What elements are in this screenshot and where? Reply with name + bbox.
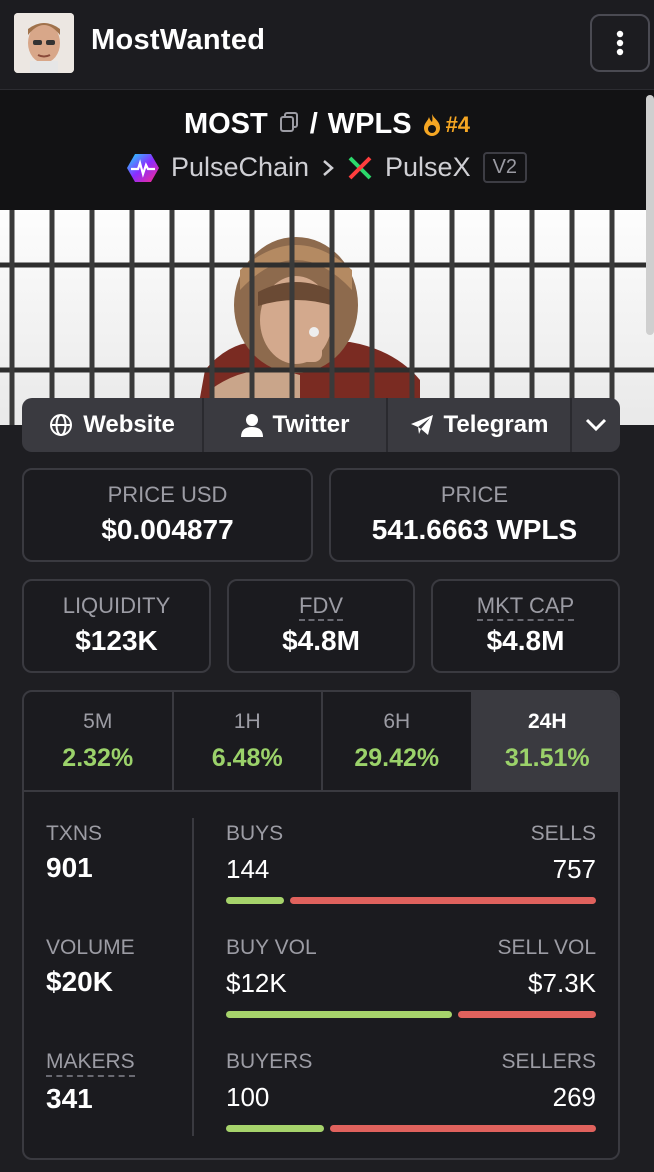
liquidity-value: $123K — [75, 625, 158, 656]
buyers-bar-segment — [226, 1125, 324, 1132]
app-title: MostWanted — [91, 24, 266, 56]
pair-title: MOST / WPLS #4 — [0, 108, 654, 141]
price-usd-value: $0.004877 — [101, 514, 234, 545]
flame-icon — [423, 113, 440, 136]
dex-version-badge: V2 — [482, 152, 528, 183]
sellers-bar-segment — [330, 1125, 596, 1132]
fdv-card[interactable]: FDV $4.8M — [227, 579, 415, 673]
more-links-button[interactable] — [572, 398, 620, 452]
stats-panel: 5M 2.32% 1H 6.48% 6H 29.42% 24H 31.51% T… — [22, 690, 620, 1160]
txns-label: TXNS — [46, 822, 103, 845]
sell-bar-segment — [290, 897, 596, 904]
more-menu-button[interactable] — [590, 14, 650, 72]
buy-volume-label: BUY VOL — [226, 936, 317, 959]
token-banner-image — [0, 210, 654, 425]
volume-split-row: BUY VOL SELL VOL $12K $7.3K — [226, 936, 596, 1018]
fdv-value: $4.8M — [282, 625, 360, 656]
tab-label: 6H — [383, 710, 411, 733]
tab-6h[interactable]: 6H 29.42% — [323, 692, 473, 790]
tab-change: 2.32% — [62, 744, 134, 772]
chain-name[interactable]: PulseChain — [170, 152, 310, 182]
telegram-link-button[interactable]: Telegram — [388, 398, 572, 452]
twitter-link-button[interactable]: Twitter — [204, 398, 388, 452]
column-divider — [192, 818, 194, 1136]
tab-label: 1H — [233, 710, 261, 733]
buy-volume-bar-segment — [226, 1011, 452, 1018]
buyers-sellers-row: BUYERS SELLERS 100 269 — [226, 1050, 596, 1132]
website-label: Website — [83, 411, 175, 438]
tab-change: 31.51% — [504, 744, 590, 772]
fdv-label[interactable]: FDV — [299, 593, 343, 621]
pair-header: MOST / WPLS #4 — [0, 90, 654, 210]
mktcap-label[interactable]: MKT CAP — [476, 593, 575, 621]
dex-name[interactable]: PulseX — [385, 152, 471, 182]
mktcap-value: $4.8M — [486, 625, 565, 656]
liquidity-label: LIQUIDITY — [62, 593, 171, 618]
avatar[interactable] — [14, 13, 74, 73]
pulsex-logo-icon — [348, 156, 372, 179]
twitter-label: Twitter — [272, 411, 350, 438]
sell-volume-label: SELL VOL — [497, 936, 596, 959]
telegram-label: Telegram — [443, 411, 549, 438]
website-link-button[interactable]: Website — [22, 398, 204, 452]
makers-label[interactable]: MAKERS — [46, 1050, 135, 1077]
trending-rank[interactable]: #4 — [422, 112, 470, 138]
buys-sells-row: BUYS SELLS 144 757 — [226, 822, 596, 904]
tab-1h[interactable]: 1H 6.48% — [174, 692, 323, 790]
jail-banner-illustration — [0, 210, 654, 425]
buy-volume-value: $12K — [226, 968, 287, 998]
copy-icon[interactable] — [278, 108, 300, 141]
volume-label: VOLUME — [46, 936, 135, 959]
txns-metric: TXNS 901 — [46, 822, 102, 884]
pair-separator: / — [309, 108, 318, 140]
buys-sells-bar — [226, 897, 596, 904]
buys-label: BUYS — [226, 822, 284, 845]
volume-split-bar — [226, 1011, 596, 1018]
buyers-label: BUYERS — [226, 1050, 313, 1073]
price-usd-card: PRICE USD $0.004877 — [22, 468, 313, 562]
tab-24h[interactable]: 24H 31.51% — [472, 692, 618, 790]
base-token: MOST — [183, 108, 268, 140]
globe-icon — [50, 414, 73, 436]
buys-value: 144 — [226, 854, 270, 884]
volume-metric: VOLUME $20K — [46, 936, 135, 998]
price-native-label: PRICE — [440, 482, 509, 507]
buy-bar-segment — [226, 897, 284, 904]
price-usd-label: PRICE USD — [107, 482, 228, 507]
chevron-down-icon — [585, 418, 607, 432]
liquidity-card: LIQUIDITY $123K — [22, 579, 211, 673]
chevron-right-icon — [323, 159, 334, 176]
buyers-value: 100 — [226, 1082, 270, 1112]
volume-value: $20K — [46, 966, 113, 997]
tab-change: 29.42% — [354, 744, 440, 772]
price-native-card: PRICE 541.6663 WPLS — [329, 468, 620, 562]
rank-label: #4 — [445, 111, 471, 137]
price-native-value: 541.6663 WPLS — [371, 514, 578, 545]
makers-metric: MAKERS 341 — [46, 1050, 135, 1115]
page-scrollbar[interactable] — [646, 95, 654, 335]
sellers-label: SELLERS — [501, 1050, 596, 1073]
txns-value: 901 — [46, 852, 93, 883]
kebab-icon — [616, 30, 624, 56]
top-bar: MostWanted — [0, 0, 654, 90]
sells-value: 757 — [552, 854, 596, 884]
tab-label: 5M — [83, 710, 113, 733]
quote-token: WPLS — [327, 108, 412, 140]
timeframe-tabs: 5M 2.32% 1H 6.48% 6H 29.42% 24H 31.51% — [24, 692, 618, 792]
tab-label: 24H — [527, 710, 567, 733]
sell-volume-bar-segment — [458, 1011, 596, 1018]
user-icon — [240, 414, 263, 437]
sellers-value: 269 — [552, 1082, 596, 1112]
makers-value: 341 — [46, 1083, 93, 1114]
chain-breadcrumb: PulseChain PulseX V2 — [0, 152, 654, 183]
sell-volume-value: $7.3K — [528, 968, 596, 998]
telegram-icon — [410, 415, 433, 435]
mktcap-card[interactable]: MKT CAP $4.8M — [431, 579, 620, 673]
sells-label: SELLS — [530, 822, 596, 845]
tab-5m[interactable]: 5M 2.32% — [24, 692, 174, 790]
social-links-bar: Website Twitter Telegram — [22, 398, 620, 452]
tab-change: 6.48% — [211, 744, 283, 772]
buyers-sellers-bar — [226, 1125, 596, 1132]
pulsechain-logo-icon — [126, 153, 159, 182]
